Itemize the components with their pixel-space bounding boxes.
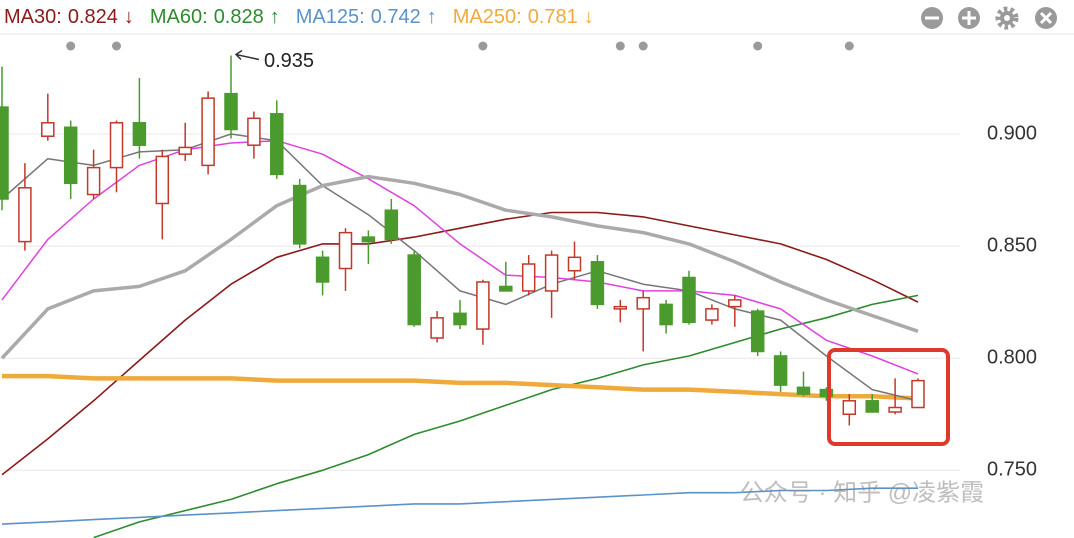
candle-body [521, 263, 536, 292]
event-marker [478, 41, 488, 51]
legend-item[interactable]: MA1250.742↑ [296, 3, 437, 31]
candle-body [155, 155, 170, 205]
y-tick-label: 0.800 [987, 346, 1037, 368]
candle-body [384, 209, 399, 241]
legend: MA300.824↓MA600.828↑MA1250.742↑MA2500.78… [4, 3, 594, 31]
annotation-arrow [234, 49, 260, 61]
candle-body [842, 400, 857, 415]
toolbar [921, 6, 1057, 30]
zoom-in-button[interactable] [958, 7, 980, 29]
candle-body [865, 400, 879, 413]
legend-item[interactable]: MA600.828↑ [150, 3, 280, 31]
legend-val: 0.828 [213, 6, 264, 28]
candle-body [109, 122, 124, 169]
candle-body [0, 106, 9, 200]
candles [0, 55, 925, 426]
ma-line [93, 294, 919, 538]
candle-body [773, 355, 788, 386]
y-tick-label: 0.750 [987, 459, 1037, 481]
highlight-box [827, 348, 950, 446]
candle-body [178, 146, 192, 155]
legend-val: 0.824 [67, 6, 118, 28]
candle-body [499, 285, 513, 292]
candle-body [705, 308, 719, 321]
ma-line [1, 133, 919, 402]
candle-body [682, 276, 696, 324]
candle-body [292, 184, 307, 245]
candle-body [567, 256, 582, 272]
candle-body [636, 296, 650, 310]
candle-body [888, 406, 902, 413]
legend-tr: ↓ [583, 6, 594, 28]
candle-body [338, 231, 353, 270]
overlays: 0.935 [66, 41, 854, 72]
settings-button[interactable] [995, 6, 1019, 30]
candle-body [819, 388, 834, 398]
candle-body [750, 310, 765, 353]
grid: 0.750 0.800 0.850 0.900 [0, 122, 1037, 481]
ma-line [1, 211, 919, 476]
candle-body [247, 117, 261, 146]
annotation-label: 0.935 [264, 50, 314, 72]
legend-val: 0.742 [370, 6, 421, 28]
event-marker [638, 41, 648, 51]
event-marker [844, 41, 854, 51]
candle-body [86, 166, 101, 196]
legend-nm: MA30 [4, 6, 62, 28]
ma-line [1, 487, 918, 525]
candle-body [796, 386, 811, 395]
candle-body [270, 113, 284, 176]
legend-tr: ↓ [123, 6, 134, 28]
ma-line [0, 174, 919, 360]
candle-body [201, 97, 215, 167]
candle-body [728, 299, 742, 308]
event-marker [112, 41, 121, 51]
candle-body [476, 281, 490, 330]
ma-line [2, 373, 919, 401]
candle-body [132, 122, 147, 146]
event-marker [615, 41, 625, 51]
close-button[interactable] [1035, 7, 1057, 29]
event-marker [66, 41, 76, 51]
y-tick-label: 0.900 [987, 122, 1037, 144]
candle-body [453, 312, 467, 326]
candle-body [659, 303, 673, 326]
candle-body [18, 187, 32, 243]
watermark: 公众号 · 知乎 @凌紫霞 [740, 479, 984, 506]
legend-nm: MA125 [296, 6, 365, 28]
legend-val: 0.781 [527, 6, 578, 28]
candle-body [224, 92, 238, 131]
candle-body [361, 236, 376, 243]
candle-body [63, 126, 78, 185]
event-marker [753, 41, 763, 51]
legend-item[interactable]: MA2500.781↓ [453, 3, 594, 31]
candle-body [41, 122, 55, 137]
candle-body [407, 254, 421, 326]
legend-tr: ↑ [269, 6, 280, 28]
legend-tr: ↑ [426, 6, 437, 28]
candle-body [911, 379, 925, 409]
legend-item[interactable]: MA300.824↓ [4, 3, 134, 31]
zoom-out-button[interactable] [921, 7, 943, 29]
moving-averages [0, 133, 919, 538]
candle-body [430, 317, 444, 339]
legend-nm: MA250 [453, 6, 522, 28]
candle-body [590, 261, 605, 306]
candle-body [544, 254, 559, 292]
candle-body [315, 256, 330, 283]
ma-line [1, 139, 919, 375]
y-tick-label: 0.850 [987, 234, 1037, 256]
candle-body [613, 305, 628, 310]
legend-nm: MA60 [150, 6, 208, 28]
